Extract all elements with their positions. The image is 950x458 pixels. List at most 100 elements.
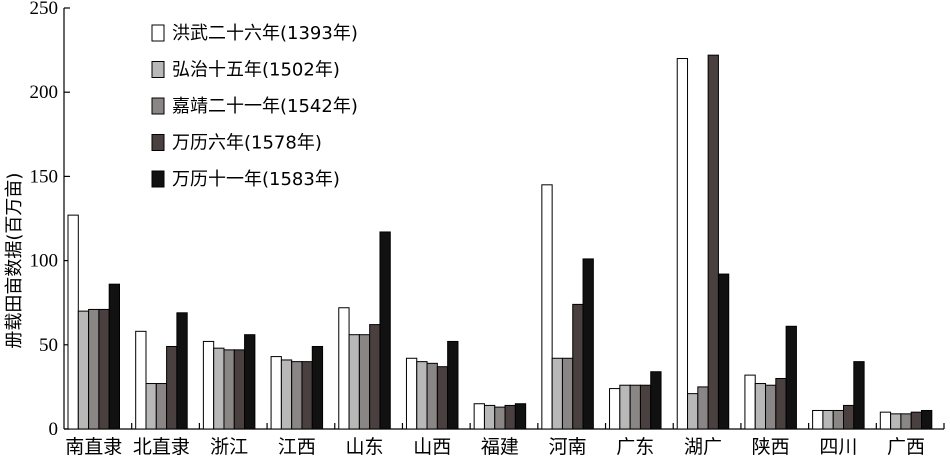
bar <box>676 58 689 430</box>
bar <box>98 308 110 430</box>
x-tick-label: 广西 <box>887 436 925 458</box>
bar <box>504 404 516 430</box>
bar <box>473 403 485 430</box>
bar <box>765 384 777 430</box>
axes: 0 50 100 150 200 250 南直隶 北直隶 浙江 江西 山东 山西 福建 河南 广东 湖广 陕西… <box>30 0 945 458</box>
bar-group <box>609 371 662 430</box>
bar-group <box>405 340 459 430</box>
legend: 洪武二十六年(1393年) 弘治十五年(1502年) 嘉靖二十一年(1542年) 万历… <box>151 23 358 190</box>
bar <box>223 349 235 430</box>
bar <box>775 377 787 430</box>
bar <box>890 413 902 430</box>
bar <box>879 411 892 430</box>
legend-label: 万历十一年(1583年) <box>172 169 340 190</box>
bar <box>843 404 855 430</box>
y-axis-title: 册载田亩数据(百万亩) <box>4 173 25 349</box>
bar <box>853 361 865 430</box>
bar <box>166 345 178 430</box>
bar <box>910 411 923 430</box>
bar <box>176 312 188 430</box>
legend-swatch <box>151 61 165 78</box>
bar <box>822 409 834 430</box>
bar <box>270 356 282 430</box>
bar <box>135 330 147 430</box>
bar <box>301 361 313 430</box>
x-tick-label: 河南 <box>549 436 587 458</box>
bar <box>717 273 730 430</box>
x-tick-label: 山东 <box>346 436 384 458</box>
legend-label: 嘉靖二十一年(1542年) <box>172 96 358 117</box>
bar <box>900 413 912 430</box>
y-ticks: 0 50 100 150 200 250 <box>30 0 70 440</box>
bars <box>67 54 933 430</box>
bar <box>291 361 303 430</box>
legend-item: 万历十一年(1583年) <box>151 169 340 190</box>
bar <box>358 334 371 430</box>
legend-item: 洪武二十六年(1393年) <box>151 23 358 44</box>
bar <box>405 357 418 430</box>
y-tick-label: 150 <box>30 166 59 187</box>
bar <box>639 384 652 430</box>
legend-item: 嘉靖二十一年(1542年) <box>151 96 358 117</box>
bar-group <box>541 184 594 430</box>
bar <box>619 384 631 430</box>
bar-group <box>338 231 391 430</box>
x-tick-label: 江西 <box>278 436 316 458</box>
bar-group <box>135 312 188 430</box>
bar-group <box>812 361 865 430</box>
bar <box>67 214 79 430</box>
bar <box>447 340 459 430</box>
x-tick-label: 浙江 <box>210 436 248 458</box>
bar <box>551 357 563 430</box>
bar <box>338 307 350 430</box>
bar <box>785 325 797 430</box>
bar <box>369 324 381 430</box>
bar <box>650 371 662 430</box>
legend-item: 弘治十五年(1502年) <box>151 60 340 81</box>
legend-label: 洪武二十六年(1393年) <box>172 23 358 44</box>
bar <box>582 258 594 430</box>
legend-swatch <box>151 97 165 115</box>
bar <box>244 334 256 430</box>
bar <box>416 361 428 430</box>
bar <box>812 409 824 430</box>
bar <box>609 388 621 430</box>
bar <box>921 409 933 430</box>
bar <box>311 345 324 430</box>
x-tick-label: 福建 <box>481 436 519 458</box>
x-tick-label: 四川 <box>819 436 857 458</box>
bar <box>754 383 767 430</box>
legend-swatch <box>151 170 165 188</box>
legend-item: 万历六年(1578年) <box>151 133 322 154</box>
bar <box>514 403 527 430</box>
bar-group <box>270 345 324 430</box>
x-tick-label: 广东 <box>616 436 654 458</box>
bar <box>108 283 120 430</box>
bar <box>494 406 506 430</box>
bar <box>213 347 225 430</box>
bar <box>744 374 756 430</box>
y-tick-label: 0 <box>49 419 59 440</box>
bar-group <box>879 409 933 430</box>
bar-group <box>202 334 256 430</box>
bar-group <box>676 54 730 430</box>
bar <box>687 393 699 430</box>
bar-group <box>744 325 797 430</box>
bar <box>697 386 709 430</box>
bar <box>832 409 845 430</box>
x-tick-label: 湖广 <box>684 436 722 458</box>
y-tick-label: 100 <box>30 251 59 272</box>
bar <box>561 357 574 430</box>
bar <box>233 349 246 430</box>
y-tick-label: 200 <box>30 82 59 103</box>
bar <box>155 383 168 430</box>
bar <box>379 231 391 430</box>
legend-label: 弘治十五年(1502年) <box>172 60 340 81</box>
bar-group <box>67 214 120 430</box>
legend-label: 万历六年(1578年) <box>172 133 322 154</box>
bar <box>483 404 496 430</box>
x-tick-label: 陕西 <box>752 436 790 458</box>
y-tick-label: 250 <box>30 0 59 19</box>
legend-swatch <box>151 134 165 151</box>
